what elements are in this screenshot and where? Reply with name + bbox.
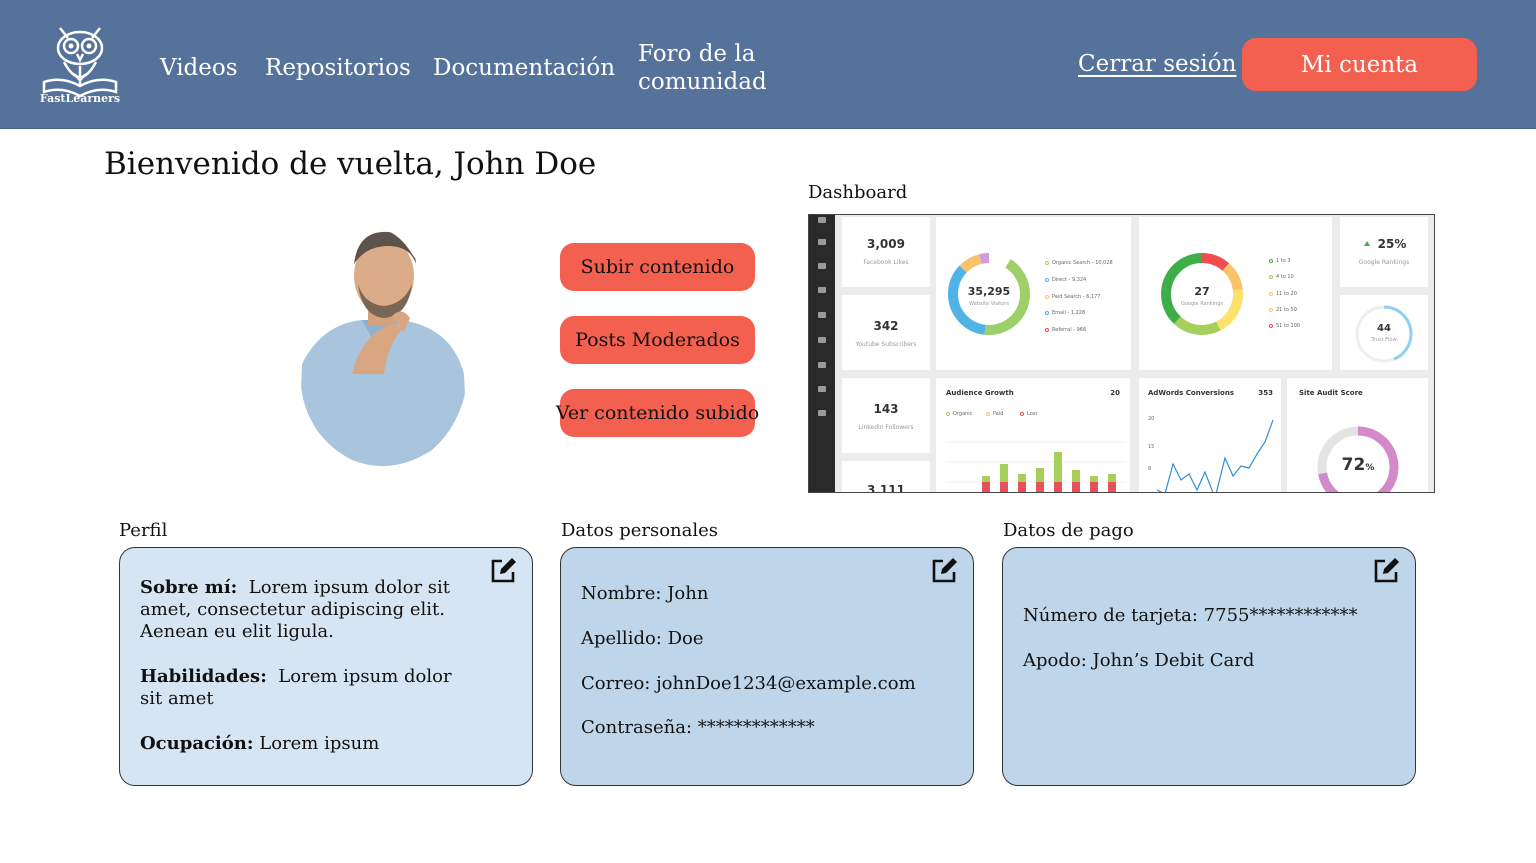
site-audit-card: Site Audit Score 72% bbox=[1287, 378, 1428, 492]
name-field: Nombre: John bbox=[581, 583, 709, 604]
view-uploaded-content-button[interactable]: Ver contenido subido bbox=[556, 389, 759, 437]
adwords-tick: 15 bbox=[1148, 444, 1155, 450]
website-visitors-card: 35,295 Website Visitors Organic Search -… bbox=[936, 217, 1131, 370]
google-rankings-card: 27 Google Rankings 1 to 3 4 to 10 11 to … bbox=[1139, 217, 1332, 370]
personal-section-label: Datos personales bbox=[561, 520, 719, 541]
skills-label: Habilidades: bbox=[140, 666, 267, 687]
audience-legend-item: Lost bbox=[1020, 411, 1037, 417]
audience-growth-card: Audience Growth 20 Organic Paid Lost bbox=[936, 378, 1130, 492]
linkedin-value: 143 bbox=[873, 402, 899, 416]
owl-logo-icon[interactable] bbox=[38, 22, 122, 108]
occupation-label: Ocupación: bbox=[140, 733, 254, 754]
brand-name: FastLearners bbox=[39, 92, 121, 105]
edit-icon[interactable] bbox=[488, 556, 518, 586]
payment-data-panel: Número de tarjeta: 7755************ Apod… bbox=[1002, 547, 1416, 786]
rank-percentage-card: 25% Google Rankings bbox=[1340, 217, 1428, 287]
trust-flow-gauge bbox=[1355, 305, 1413, 363]
rank-percentage-value: 25% bbox=[1377, 237, 1407, 251]
visitors-legend-item: Paid Search - 6,177 bbox=[1045, 294, 1100, 300]
occupation-field: Ocupación: Lorem ipsum bbox=[140, 733, 379, 755]
nav-documentacion[interactable]: Documentación bbox=[433, 55, 616, 81]
rankings-legend-item: 51 to 100 bbox=[1269, 323, 1300, 329]
profile-panel: Sobre mí: Lorem ipsum dolor sit amet, co… bbox=[119, 547, 533, 786]
fourth-kpi-value: 3,111 bbox=[867, 483, 905, 493]
adwords-title: AdWords Conversions bbox=[1148, 389, 1234, 397]
about-label: Sobre mí: bbox=[140, 577, 238, 598]
youtube-card: 342 Youtube Subscribers bbox=[842, 295, 930, 370]
skills-field: Habilidades: Lorem ipsum dolor sit amet bbox=[140, 666, 470, 710]
fourth-kpi-card: 3,111 bbox=[842, 461, 930, 493]
site-audit-gauge bbox=[1317, 426, 1399, 492]
email-field: Correo: johnDoe1234@example.com bbox=[581, 673, 916, 694]
audience-bar-chart bbox=[946, 441, 1126, 492]
rank-percentage-label: Google Rankings bbox=[1358, 259, 1410, 266]
site-audit-unit: % bbox=[1365, 463, 1375, 473]
adwords-line-chart bbox=[1157, 419, 1274, 492]
card-alias-field: Apodo: John’s Debit Card bbox=[1023, 650, 1255, 671]
skills-value: Lorem ipsum dolor sit amet bbox=[140, 666, 452, 709]
rankings-legend-item: 1 to 3 bbox=[1269, 258, 1291, 264]
profile-section-label: Perfil bbox=[119, 520, 168, 541]
dashboard-sidebar bbox=[809, 215, 835, 492]
audience-legend-item: Organic bbox=[946, 411, 972, 417]
linkedin-label: Linkedin Followers bbox=[858, 424, 914, 431]
dashboard-label: Dashboard bbox=[808, 182, 908, 203]
audience-growth-count: 20 bbox=[1110, 389, 1120, 397]
nav-videos[interactable]: Videos bbox=[160, 55, 238, 81]
site-audit-title: Site Audit Score bbox=[1299, 389, 1363, 397]
facebook-likes-label: Facebook Likes bbox=[863, 259, 909, 266]
card-number-field: Número de tarjeta: 7755************ bbox=[1023, 605, 1358, 626]
nav-foro-comunidad[interactable]: Foro de la comunidad bbox=[638, 41, 767, 95]
facebook-likes-card: 3,009 Facebook Likes bbox=[842, 217, 930, 287]
trust-flow-value: 44 bbox=[1377, 323, 1391, 334]
surname-field: Apellido: Doe bbox=[581, 628, 704, 649]
upload-content-button[interactable]: Subir contenido bbox=[560, 243, 755, 291]
avatar bbox=[299, 226, 470, 467]
visitors-label: Website Visitors bbox=[969, 301, 1009, 307]
site-audit-value: 72 bbox=[1341, 455, 1366, 475]
up-arrow-icon bbox=[1364, 241, 1370, 246]
password-field: Contraseña: ************* bbox=[581, 717, 815, 738]
moderated-posts-button[interactable]: Posts Moderados bbox=[560, 316, 755, 364]
adwords-tick: 8 bbox=[1148, 466, 1152, 472]
trust-flow-card: 44 Trust Flow bbox=[1340, 295, 1428, 370]
visitors-legend-item: Referral - 966 bbox=[1045, 327, 1086, 333]
about-value: Lorem ipsum dolor sit amet, consectetur … bbox=[140, 577, 451, 642]
visitors-legend-item: Organic Search - 10,028 bbox=[1045, 260, 1113, 266]
visitors-legend-item: Direct - 9,324 bbox=[1045, 277, 1086, 283]
nav-repositorios[interactable]: Repositorios bbox=[265, 55, 411, 81]
my-account-button[interactable]: Mi cuenta bbox=[1242, 38, 1477, 91]
edit-icon[interactable] bbox=[1371, 556, 1401, 586]
adwords-card: AdWords Conversions 353 20 15 8 bbox=[1139, 378, 1281, 492]
occupation-value: Lorem ipsum bbox=[259, 733, 380, 754]
edit-icon[interactable] bbox=[929, 556, 959, 586]
visitors-value: 35,295 bbox=[967, 285, 1011, 298]
personal-data-panel: Nombre: John Apellido: Doe Correo: johnD… bbox=[560, 547, 974, 786]
audience-legend-item: Paid bbox=[986, 411, 1003, 417]
adwords-tick: 20 bbox=[1148, 416, 1155, 422]
visitors-legend-item: Email - 1,228 bbox=[1045, 310, 1085, 316]
welcome-heading: Bienvenido de vuelta, John Doe bbox=[104, 146, 597, 182]
youtube-value: 342 bbox=[873, 319, 899, 333]
visitors-donut-chart bbox=[948, 253, 1030, 335]
logout-link[interactable]: Cerrar sesión bbox=[1078, 51, 1237, 77]
rankings-legend-item: 11 to 20 bbox=[1269, 291, 1297, 297]
trust-flow-label: Trust Flow bbox=[1371, 337, 1397, 343]
rankings-legend-item: 4 to 10 bbox=[1269, 274, 1294, 280]
site-audit-score: 72% bbox=[1315, 455, 1401, 475]
payment-section-label: Datos de pago bbox=[1003, 520, 1134, 541]
dashboard-preview[interactable]: 3,009 Facebook Likes 342 Youtube Subscri… bbox=[808, 214, 1435, 493]
adwords-count: 353 bbox=[1258, 389, 1273, 397]
audience-growth-title: Audience Growth bbox=[946, 389, 1014, 397]
linkedin-card: 143 Linkedin Followers bbox=[842, 378, 930, 453]
facebook-likes-value: 3,009 bbox=[867, 237, 905, 251]
rankings-legend-item: 21 to 50 bbox=[1269, 307, 1297, 313]
rankings-value: 27 bbox=[1194, 285, 1210, 298]
top-navigation-bar: FastLearners Videos Repositorios Documen… bbox=[0, 0, 1536, 129]
about-field: Sobre mí: Lorem ipsum dolor sit amet, co… bbox=[140, 577, 460, 643]
rankings-donut-chart bbox=[1161, 253, 1243, 335]
rankings-label: Google Rankings bbox=[1180, 301, 1224, 307]
youtube-label: Youtube Subscribers bbox=[855, 341, 917, 348]
